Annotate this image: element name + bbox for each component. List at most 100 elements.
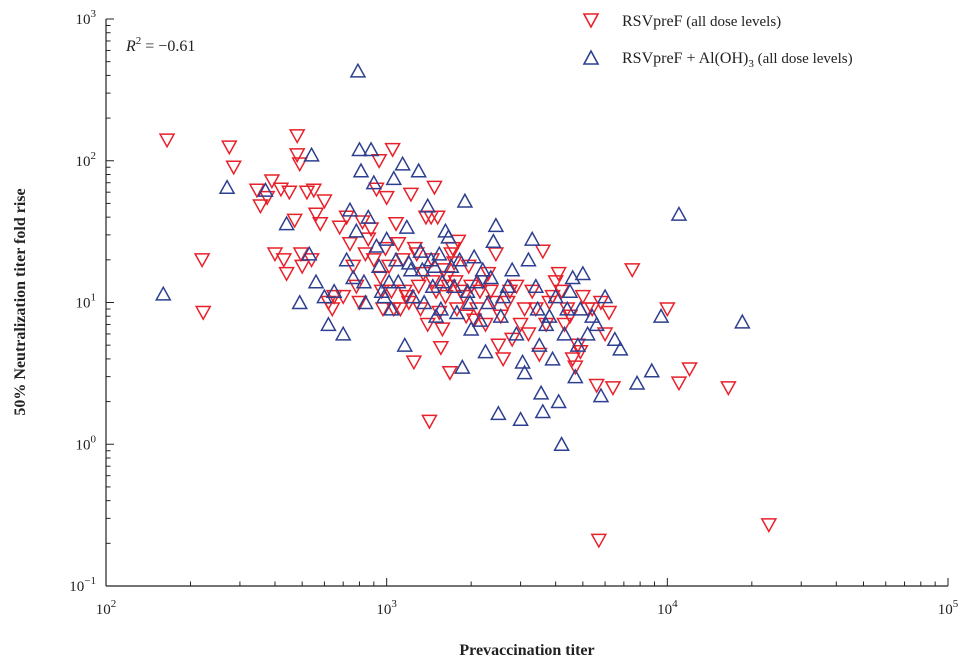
point-rsvpref (445, 256, 463, 272)
legend-item-rsvpref: RSVpreF (all dose levels) (582, 13, 781, 30)
point-rsvpref-aloh3 (378, 230, 395, 246)
x-tick-label-exp: 5 (953, 598, 959, 610)
point-rsvpref (351, 295, 368, 311)
point-rsvpref-aloh3 (348, 222, 365, 238)
point-rsvpref-aloh3 (341, 201, 359, 217)
point-rsvpref-aloh3 (574, 265, 592, 281)
series-rsvpref-aloh3 (155, 62, 751, 451)
x-tick-label: 102 (96, 598, 117, 618)
point-rsvpref (527, 302, 545, 318)
point-rsvpref-aloh3 (652, 308, 670, 323)
point-rsvpref-aloh3 (588, 316, 605, 332)
point-rsvpref-aloh3 (550, 393, 567, 409)
y-tick-label-exp: −1 (84, 575, 96, 587)
point-rsvpref-aloh3 (596, 288, 614, 304)
point-rsvpref-aloh3 (558, 300, 576, 316)
point-rsvpref-aloh3 (357, 294, 374, 310)
point-rsvpref (248, 183, 266, 199)
point-rsvpref (348, 279, 365, 295)
point-rsvpref-aloh3 (734, 313, 751, 329)
point-rsvpref (508, 279, 525, 295)
point-rsvpref (378, 190, 395, 206)
r-symbol: R (125, 38, 136, 55)
point-rsvpref-aloh3 (529, 300, 546, 316)
point-rsvpref-aloh3 (537, 316, 555, 332)
point-rsvpref (331, 220, 348, 236)
point-rsvpref (659, 302, 676, 318)
y-tick-label: 100 (76, 433, 97, 453)
point-rsvpref-aloh3 (465, 248, 483, 264)
point-rsvpref (380, 259, 398, 275)
point-rsvpref-aloh3 (360, 208, 377, 224)
point-rsvpref-aloh3 (523, 230, 541, 246)
point-rsvpref-aloh3 (471, 312, 489, 327)
point-rsvpref-aloh3 (643, 362, 661, 378)
point-rsvpref-aloh3 (553, 436, 570, 451)
point-rsvpref (490, 338, 507, 354)
point-rsvpref (414, 266, 432, 282)
point-rsvpref-aloh3 (461, 294, 479, 310)
point-rsvpref-aloh3 (492, 308, 510, 323)
point-rsvpref-aloh3 (445, 278, 463, 294)
y-tick-label-base: 10 (76, 296, 91, 312)
point-rsvpref-aloh3 (564, 269, 581, 285)
point-rsvpref (419, 317, 436, 333)
point-rsvpref (534, 244, 552, 260)
point-rsvpref (307, 207, 325, 223)
legend: RSVpreF (all dose levels) RSVpreF + Al(O… (582, 13, 853, 70)
point-rsvpref-aloh3 (541, 308, 558, 323)
point-rsvpref-aloh3 (544, 350, 561, 366)
point-rsvpref (544, 289, 561, 305)
x-tick-label: 103 (376, 598, 397, 618)
x-tick-label: 105 (938, 598, 959, 618)
point-rsvpref-aloh3 (454, 358, 471, 374)
y-tick-label-base: 10 (69, 579, 84, 595)
point-rsvpref-aloh3 (499, 278, 517, 294)
y-tick-label: 102 (76, 150, 97, 170)
point-rsvpref (760, 518, 778, 534)
point-rsvpref-aloh3 (490, 405, 507, 421)
point-rsvpref (437, 289, 454, 305)
point-rsvpref-aloh3 (459, 283, 476, 298)
point-rsvpref-aloh3 (351, 141, 368, 157)
point-rsvpref-aloh3 (440, 228, 457, 244)
x-tick-label-base: 10 (96, 602, 111, 618)
point-rsvpref (258, 190, 276, 206)
point-rsvpref-aloh3 (365, 174, 383, 190)
point-rsvpref (583, 302, 601, 318)
point-rsvpref-aloh3 (320, 316, 337, 332)
point-rsvpref (368, 182, 385, 198)
point-rsvpref (281, 185, 298, 201)
point-rsvpref (344, 259, 362, 275)
point-rsvpref-aloh3 (334, 325, 352, 341)
point-rsvpref (604, 381, 622, 397)
point-rsvpref (572, 344, 589, 360)
point-rsvpref (537, 317, 555, 333)
point-rsvpref (600, 305, 618, 321)
point-rsvpref-aloh3 (612, 340, 629, 356)
point-rsvpref (252, 199, 269, 215)
point-rsvpref (158, 133, 176, 149)
point-rsvpref (462, 279, 480, 295)
point-rsvpref (384, 142, 401, 158)
point-rsvpref-aloh3 (534, 403, 552, 419)
point-rsvpref-aloh3 (503, 261, 521, 277)
point-rsvpref (311, 216, 329, 232)
y-tick-label: 103 (76, 8, 97, 28)
point-rsvpref (596, 327, 614, 343)
point-rsvpref (440, 279, 457, 295)
point-rsvpref-aloh3 (487, 217, 505, 233)
point-rsvpref-aloh3 (520, 251, 537, 267)
point-rsvpref (263, 174, 281, 190)
point-rsvpref-aloh3 (532, 384, 550, 400)
point-rsvpref-aloh3 (508, 325, 525, 341)
r-value: = −0.61 (141, 38, 195, 55)
point-rsvpref (194, 305, 212, 321)
point-rsvpref-aloh3 (474, 261, 492, 277)
point-rsvpref-aloh3 (338, 251, 355, 267)
point-rsvpref-aloh3 (412, 243, 429, 258)
point-rsvpref (421, 414, 438, 430)
legend-label-rsvpref-main: RSVpreF (622, 13, 683, 30)
point-rsvpref (298, 185, 316, 201)
legend-label-aloh3-sub: 3 (748, 58, 754, 70)
